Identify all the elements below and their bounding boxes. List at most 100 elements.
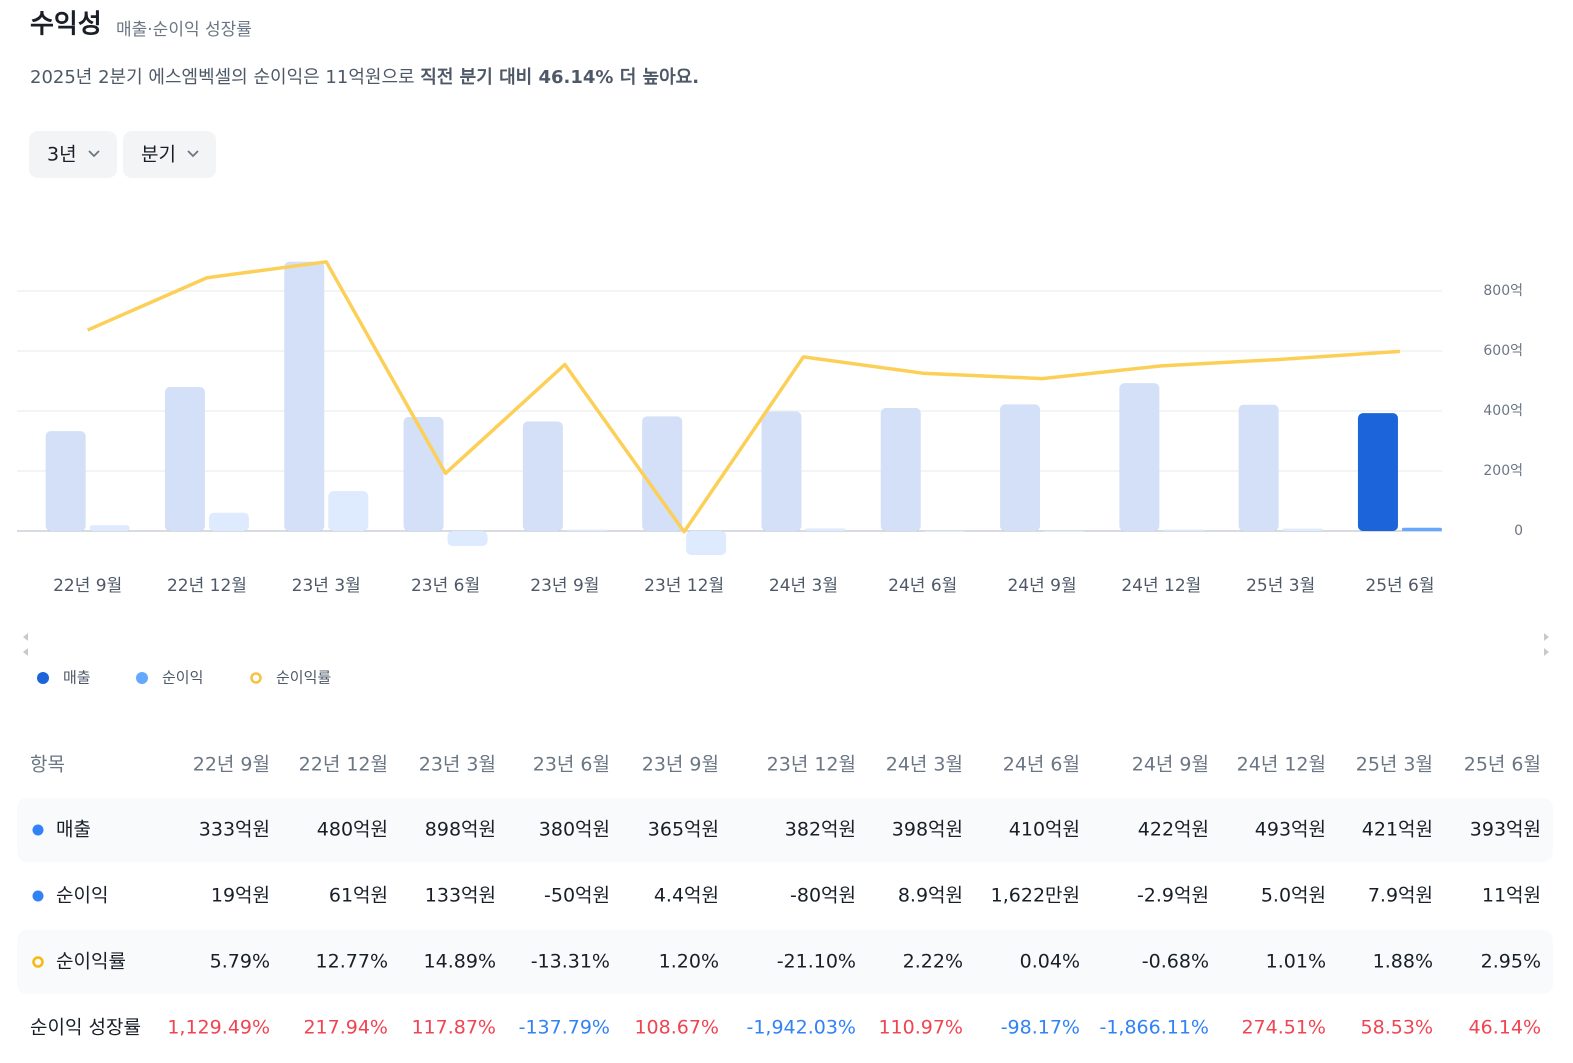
table-cell: 1,622만원: [991, 885, 1080, 907]
bar: [403, 417, 444, 531]
table-cell: 61억원: [329, 885, 388, 907]
table-cell: 480억원: [317, 819, 388, 841]
table-cell: 110.97%: [878, 1017, 963, 1039]
table-cell: 11억원: [1482, 885, 1541, 907]
table-cell: -13.31%: [531, 951, 610, 973]
table-cell: -2.9억원: [1137, 885, 1209, 907]
table-header: 23년 3월: [419, 754, 496, 776]
row-label: 순이익: [56, 885, 108, 907]
table-cell: 58.53%: [1361, 1017, 1433, 1039]
scroll-left[interactable]: [23, 633, 28, 656]
row-marker: [32, 824, 44, 836]
bar: [924, 530, 965, 532]
table-cell: 5.79%: [210, 951, 270, 973]
bar: [761, 411, 802, 531]
row-marker: [32, 956, 44, 968]
y-tick-label: 0: [1514, 523, 1523, 539]
y-tick-label: 400억: [1483, 403, 1523, 419]
table-cell: 1.20%: [659, 951, 719, 973]
bar: [1044, 531, 1085, 532]
scroll-right[interactable]: [1544, 633, 1549, 656]
row-bg: [17, 798, 1553, 862]
bar: [805, 528, 846, 531]
chevron: [88, 150, 100, 158]
table-cell: 1.88%: [1373, 951, 1433, 973]
period-button[interactable]: 3년: [29, 131, 117, 178]
table-header: 24년 9월: [1132, 754, 1209, 776]
table-header: 23년 9월: [642, 754, 719, 776]
bar: [328, 491, 369, 531]
x-tick-label: 24년 12월: [1121, 576, 1201, 596]
table-cell: 382억원: [785, 819, 856, 841]
x-tick-label: 24년 9월: [1007, 576, 1076, 596]
row-label: 매출: [56, 819, 91, 841]
bar: [1357, 413, 1398, 531]
x-tick-label: 22년 9월: [53, 576, 122, 596]
table-cell: 14.89%: [424, 951, 496, 973]
table-cell: -21.10%: [777, 951, 856, 973]
bar: [284, 261, 325, 531]
table-cell: 410억원: [1009, 819, 1080, 841]
legend-marker: [250, 672, 262, 684]
table-header: 항목: [30, 754, 65, 776]
bar: [1163, 529, 1204, 531]
table-header: 22년 9월: [193, 754, 270, 776]
summary: 2025년 2분기 에스엠벡셀의 순이익은 11억원으로 직전 분기 대비 46…: [30, 67, 699, 88]
table-cell: 4.4억원: [654, 885, 719, 907]
table-cell: 493억원: [1255, 819, 1326, 841]
table-cell: 422억원: [1138, 819, 1209, 841]
table-cell: 7.9억원: [1368, 885, 1433, 907]
table-cell: 333억원: [199, 819, 270, 841]
table-cell: 12.77%: [316, 951, 388, 973]
row-bg: [17, 930, 1553, 994]
bar: [1000, 404, 1041, 531]
table-header: 25년 6월: [1464, 754, 1541, 776]
x-tick-label: 25년 6월: [1365, 576, 1434, 596]
table-cell: 5.0억원: [1261, 885, 1326, 907]
interval-button[interactable]: 분기: [123, 131, 216, 178]
x-tick-label: 24년 6월: [888, 576, 957, 596]
table-cell: 898억원: [425, 819, 496, 841]
x-tick-label: 24년 3월: [769, 576, 838, 596]
bar: [566, 529, 607, 531]
x-tick-label: 25년 3월: [1246, 576, 1315, 596]
subtitle: 매출·순이익 성장률: [116, 20, 252, 40]
table-cell: 19억원: [211, 885, 270, 907]
table-cell: 108.67%: [634, 1017, 719, 1039]
legend-marker: [37, 672, 49, 684]
table-header: 25년 3월: [1356, 754, 1433, 776]
legend-label: 매출: [63, 669, 91, 687]
bar: [45, 431, 86, 531]
chevron: [187, 150, 199, 158]
title: 수익성: [30, 10, 102, 40]
button-bg: [123, 131, 216, 178]
table-cell: 217.94%: [303, 1017, 388, 1039]
bar: [1238, 404, 1279, 531]
bar: [1119, 383, 1160, 531]
y-tick-label: 800억: [1483, 283, 1523, 299]
bar: [522, 421, 563, 531]
table-header: 23년 12월: [767, 754, 856, 776]
table-cell: 133억원: [425, 885, 496, 907]
table-cell: -80억원: [790, 885, 856, 907]
summary-text: 2025년 2분기 에스엠벡셀의 순이익은 11억원으로: [30, 67, 420, 88]
table-cell: 398억원: [892, 819, 963, 841]
table-cell: 421억원: [1362, 819, 1433, 841]
bar: [880, 408, 921, 531]
table-header: 24년 12월: [1237, 754, 1326, 776]
y-tick-label: 600억: [1483, 343, 1523, 359]
bar: [1401, 527, 1442, 531]
table-cell: -1,942.03%: [746, 1017, 856, 1039]
table-header: 24년 6월: [1003, 754, 1080, 776]
table-cell: 274.51%: [1241, 1017, 1326, 1039]
table-cell: -98.17%: [1001, 1017, 1080, 1039]
bar: [447, 531, 488, 546]
x-tick-label: 23년 3월: [292, 576, 361, 596]
bar: [164, 387, 205, 531]
legend-label: 순이익률: [276, 669, 331, 687]
table-cell: 0.04%: [1020, 951, 1080, 973]
table-cell: -1,866.11%: [1099, 1017, 1209, 1039]
table-cell: 46.14%: [1469, 1017, 1541, 1039]
row-label: 순이익률: [56, 951, 126, 973]
